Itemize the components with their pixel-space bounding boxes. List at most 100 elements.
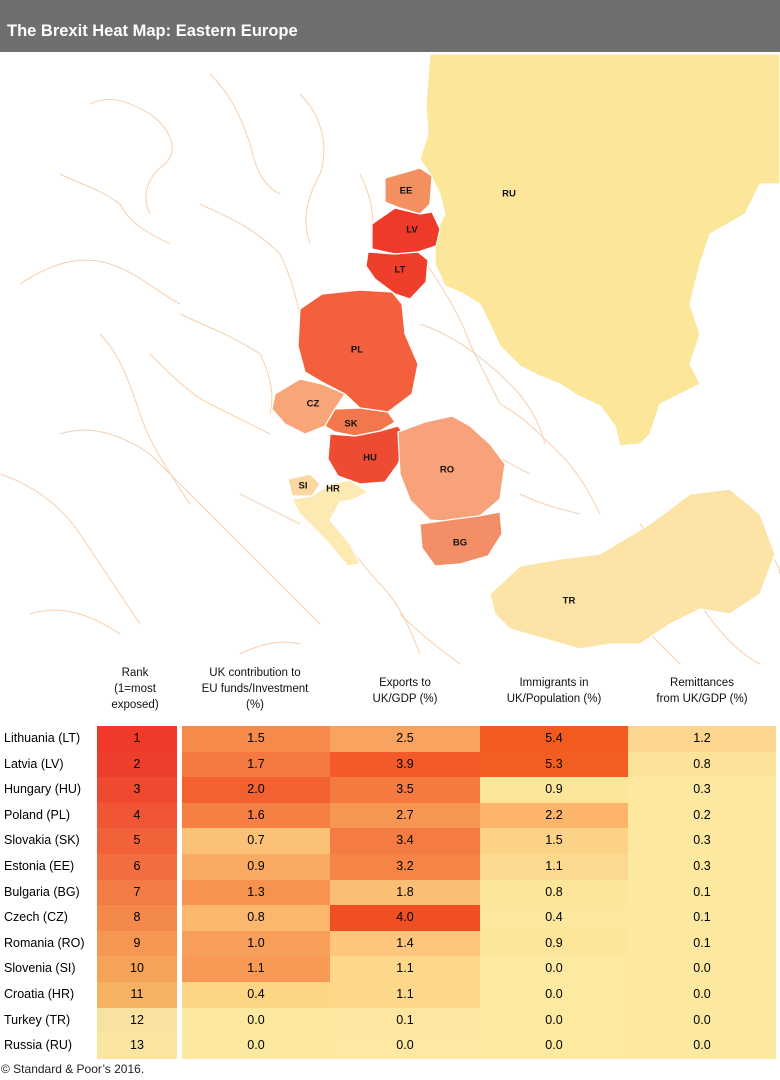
map-label-sk: SK <box>344 419 357 430</box>
cell-exports: 0.1 <box>330 1008 480 1034</box>
cell-uk-contribution: 1.5 <box>182 726 330 752</box>
cell-rank: 13 <box>97 1033 177 1059</box>
country-name: Slovenia (SI) <box>4 961 76 975</box>
country-name: Lithuania (LT) <box>4 731 81 745</box>
cell-remittances: 0.0 <box>628 1033 776 1059</box>
chart-title: The Brexit Heat Map: Eastern Europe <box>7 22 298 40</box>
title-bar: The Brexit Heat Map: Eastern Europe <box>0 0 780 52</box>
cell-remittances: 0.0 <box>628 982 776 1008</box>
cell-immigrants: 0.9 <box>480 931 628 957</box>
turkey-region <box>489 488 776 650</box>
map-label-lt: LT <box>395 265 406 276</box>
cell-uk-contribution: 1.7 <box>182 752 330 778</box>
country-name: Poland (PL) <box>4 808 71 822</box>
cell-immigrants: 0.8 <box>480 880 628 906</box>
cell-remittances: 0.2 <box>628 803 776 829</box>
cell-rank: 10 <box>97 956 177 982</box>
country-name: Turkey (TR) <box>4 1013 71 1027</box>
map-label-ee: EE <box>400 186 413 197</box>
map-label-hr: HR <box>326 484 340 495</box>
country-name: Czech (CZ) <box>4 910 68 924</box>
header-uk-contribution: UK contribution to EU funds/Investment (… <box>180 665 330 713</box>
header-remittances-line: from UK/GDP (%) <box>656 693 748 705</box>
cell-immigrants: 0.0 <box>480 956 628 982</box>
header-rank-line: exposed) <box>111 699 159 711</box>
cell-immigrants: 5.3 <box>480 752 628 778</box>
cell-immigrants: 1.1 <box>480 854 628 880</box>
cell-remittances: 0.8 <box>628 752 776 778</box>
cell-rank: 3 <box>97 777 177 803</box>
cell-remittances: 0.0 <box>628 956 776 982</box>
country-name: Bulgaria (BG) <box>4 885 80 899</box>
russia-region <box>419 54 780 447</box>
map-label-tr: TR <box>563 596 576 607</box>
cell-rank: 9 <box>97 931 177 957</box>
cell-exports: 1.1 <box>330 956 480 982</box>
cell-immigrants: 2.2 <box>480 803 628 829</box>
cell-rank: 1 <box>97 726 177 752</box>
header-immigrants-line: UK/Population (%) <box>506 693 602 705</box>
header-exports-line: UK/GDP (%) <box>372 693 438 705</box>
map-label-bg: BG <box>453 538 467 549</box>
copyright-footer: © Standard & Poor’s 2016. <box>1 1062 145 1076</box>
header-immigrants-line: Immigrants in <box>519 677 589 689</box>
cell-rank: 5 <box>97 828 177 854</box>
cell-immigrants: 0.0 <box>480 982 628 1008</box>
header-uk-contribution-line: EU funds/Investment <box>201 683 309 695</box>
cell-remittances: 1.2 <box>628 726 776 752</box>
cell-remittances: 0.3 <box>628 854 776 880</box>
header-rank-line: (1=most <box>114 683 156 695</box>
country-name: Russia (RU) <box>4 1038 73 1052</box>
cell-remittances: 0.0 <box>628 1008 776 1034</box>
header-remittances: Remittances from UK/GDP (%) <box>628 675 776 707</box>
country-name: Slovakia (SK) <box>4 833 80 847</box>
cell-exports: 2.7 <box>330 803 480 829</box>
country-name: Croatia (HR) <box>4 987 75 1001</box>
country-name: Latvia (LV) <box>4 757 64 771</box>
cell-remittances: 0.1 <box>628 905 776 931</box>
header-uk-contribution-line: UK contribution to <box>209 667 301 679</box>
cell-remittances: 0.3 <box>628 777 776 803</box>
header-exports-line: Exports to <box>379 677 431 689</box>
cell-rank: 4 <box>97 803 177 829</box>
country-name: Romania (RO) <box>4 936 85 950</box>
cell-immigrants: 5.4 <box>480 726 628 752</box>
map-label-si: SI <box>299 481 308 492</box>
header-remittances-line: Remittances <box>670 677 734 689</box>
poland-region <box>297 289 419 413</box>
cell-rank: 12 <box>97 1008 177 1034</box>
header-uk-contribution-line: (%) <box>246 699 264 711</box>
header-rank-line: Rank <box>121 667 149 679</box>
lithuania-region <box>365 251 429 300</box>
cell-immigrants: 0.0 <box>480 1008 628 1034</box>
cell-exports: 0.0 <box>330 1033 480 1059</box>
header-immigrants: Immigrants in UK/Population (%) <box>480 675 628 707</box>
cell-uk-contribution: 0.9 <box>182 854 330 880</box>
cell-remittances: 0.1 <box>628 880 776 906</box>
map-label-hu: HU <box>363 453 377 464</box>
estonia-region <box>384 167 433 215</box>
cell-uk-contribution: 1.6 <box>182 803 330 829</box>
cell-exports: 3.4 <box>330 828 480 854</box>
cell-immigrants: 0.0 <box>480 1033 628 1059</box>
cell-rank: 7 <box>97 880 177 906</box>
cell-uk-contribution: 0.0 <box>182 1033 330 1059</box>
cell-immigrants: 1.5 <box>480 828 628 854</box>
cell-uk-contribution: 1.0 <box>182 931 330 957</box>
cell-uk-contribution: 2.0 <box>182 777 330 803</box>
map-label-ro: RO <box>440 465 454 476</box>
country-name: Estonia (EE) <box>4 859 75 873</box>
latvia-region <box>371 207 441 255</box>
romania-region <box>397 415 506 523</box>
cell-uk-contribution: 0.0 <box>182 1008 330 1034</box>
cell-exports: 1.4 <box>330 931 480 957</box>
slovenia-region <box>287 473 321 497</box>
cell-uk-contribution: 1.3 <box>182 880 330 906</box>
cell-uk-contribution: 1.1 <box>182 956 330 982</box>
cell-rank: 11 <box>97 982 177 1008</box>
cell-uk-contribution: 0.7 <box>182 828 330 854</box>
cell-uk-contribution: 0.4 <box>182 982 330 1008</box>
cell-immigrants: 0.4 <box>480 905 628 931</box>
cell-rank: 6 <box>97 854 177 880</box>
cell-remittances: 0.1 <box>628 931 776 957</box>
